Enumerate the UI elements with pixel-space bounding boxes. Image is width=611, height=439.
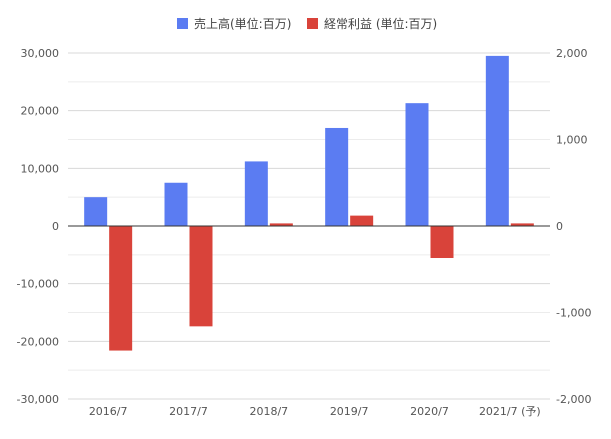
- x-tick-label: 2017/7: [169, 405, 208, 418]
- bar-sales: [164, 182, 188, 226]
- bar-ordinary-profit: [189, 226, 213, 327]
- y-left-tick-label: -30,000: [17, 393, 59, 406]
- x-tick-label: 2019/7: [330, 405, 369, 418]
- y-right-tick-label: 2,000: [556, 47, 588, 60]
- y-right-tick-label: 0: [556, 220, 563, 233]
- x-tick-label: 2018/7: [249, 405, 288, 418]
- y-left-tick-label: 10,000: [21, 162, 60, 175]
- bar-ordinary-profit: [109, 226, 133, 351]
- gridlines: [68, 52, 550, 400]
- y-right-tick-label: 1,000: [556, 134, 588, 147]
- y-left-tick-label: -10,000: [17, 278, 59, 291]
- y-left-tick-label: 20,000: [21, 105, 60, 118]
- y-right-tick-label: -1,000: [556, 307, 591, 320]
- legend-label: 経常利益 (単位:百万): [324, 16, 437, 31]
- bar-ordinary-profit: [350, 215, 374, 226]
- axes: 30,000 20,000 10,000 0 -10,000 -20,000 -30,000…: [17, 47, 592, 418]
- bar-ordinary-profit: [510, 223, 534, 226]
- legend: 売上高(単位:百万) 経常利益 (単位:百万): [177, 16, 437, 31]
- legend-swatch: [177, 18, 188, 29]
- y-right-tick-label: -2,000: [556, 393, 591, 406]
- x-tick-label: 2016/7: [89, 405, 128, 418]
- x-tick-label: 2020/7: [410, 405, 449, 418]
- y-left-tick-label: 30,000: [21, 47, 60, 60]
- bar-sales: [325, 127, 349, 226]
- bar-sales: [485, 55, 509, 227]
- legend-label: 売上高(単位:百万): [194, 16, 291, 31]
- x-tick-label: 2021/7 (予): [479, 405, 541, 418]
- legend-swatch: [307, 18, 318, 29]
- bar-sales: [244, 161, 268, 226]
- bar-ordinary-profit: [269, 223, 293, 226]
- y-left-tick-label: 0: [52, 220, 59, 233]
- bar-sales: [84, 197, 108, 226]
- bar-sales: [405, 103, 429, 226]
- bar-ordinary-profit: [430, 226, 454, 259]
- y-left-tick-label: -20,000: [17, 335, 59, 348]
- bars: [84, 55, 534, 351]
